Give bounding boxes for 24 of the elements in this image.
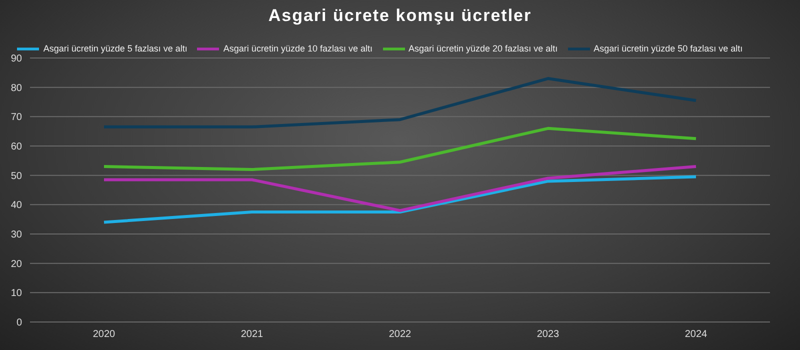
x-tick-label: 2021 [240, 329, 264, 340]
x-tick-label: 2024 [684, 329, 708, 340]
y-tick-label: 80 [10, 82, 22, 94]
line-series [102, 165, 698, 212]
y-tick-label: 30 [10, 230, 22, 241]
y-tick-label: 20 [10, 258, 22, 270]
y-tick-label: 90 [10, 54, 22, 65]
y-tick-label: 0 [16, 318, 22, 329]
legend-label: Asgari ücretin yüzde 20 fazlası ve altı [408, 43, 558, 54]
x-tick-label: 2020 [92, 329, 116, 340]
line-series [102, 77, 698, 128]
chart-title: Asgari ücrete komşu ücretler [267, 6, 533, 26]
y-tick-label: 10 [10, 288, 22, 300]
legend-label: Asgari ücretin yüzde 5 fazlası ve altı [43, 43, 188, 54]
x-tick-label: 2022 [388, 329, 412, 340]
x-tick-label: 2023 [536, 329, 560, 340]
legend-label: Asgari ücretin yüzde 50 fazlası ve altı [594, 43, 743, 54]
line-series [102, 126, 698, 171]
legend-label: Asgari ücretin yüzde 10 fazlası ve altı [223, 43, 372, 54]
y-tick-label: 40 [10, 200, 22, 212]
y-tick-label: 70 [10, 112, 22, 124]
y-tick-label: 50 [10, 170, 22, 182]
line-series [102, 175, 698, 224]
y-tick-label: 60 [10, 142, 22, 153]
